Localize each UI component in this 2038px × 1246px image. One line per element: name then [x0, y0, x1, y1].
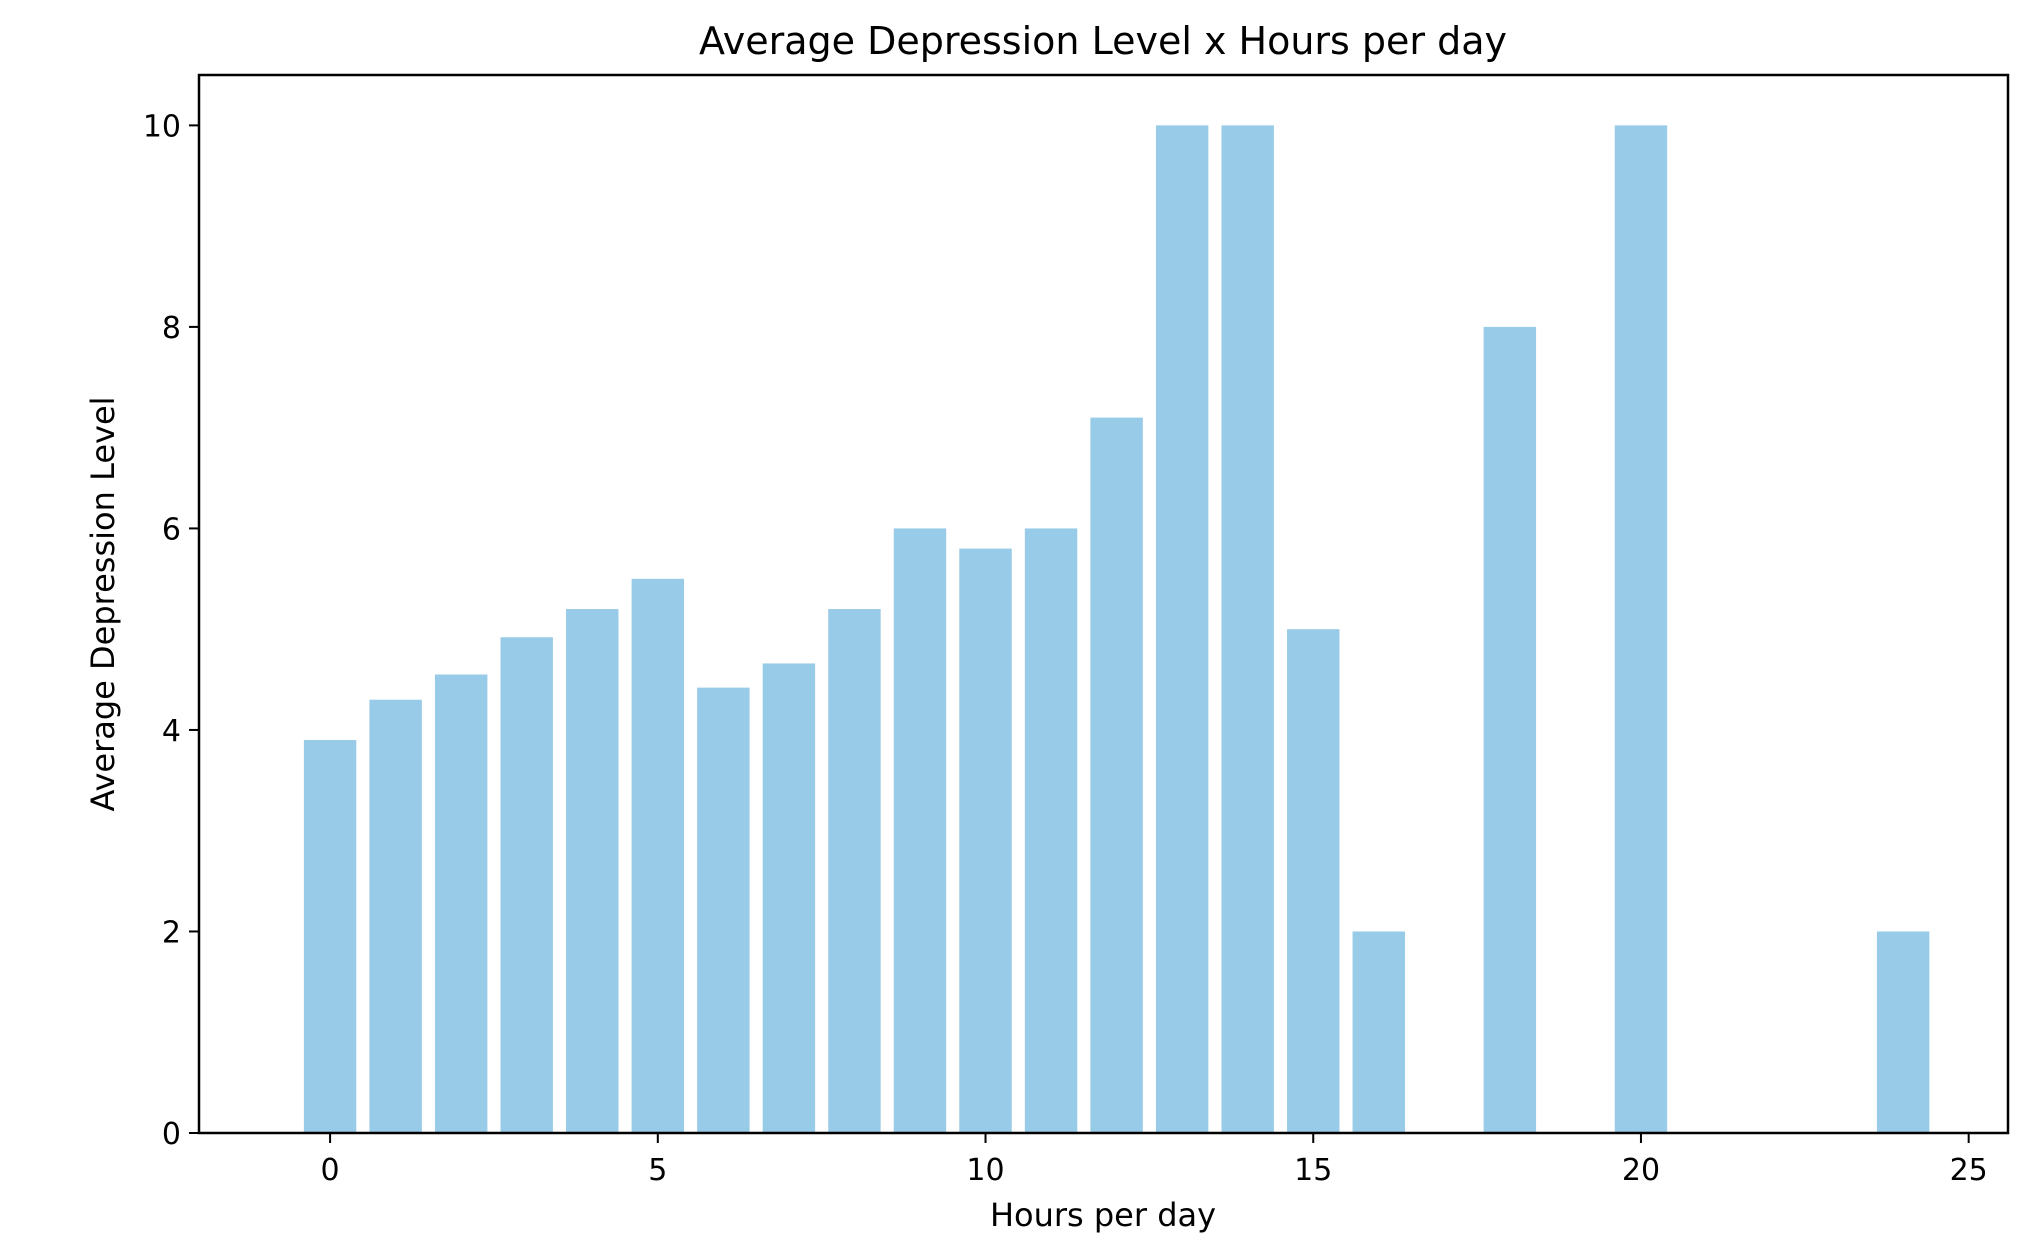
plot-frame [197, 73, 2010, 1135]
bar-20 [1614, 125, 1668, 1133]
bar-18 [1483, 326, 1537, 1133]
x-axis-label: Hours per day [990, 1196, 1216, 1234]
bar-9 [893, 528, 947, 1133]
bar-16 [1352, 931, 1405, 1133]
bar-1 [369, 699, 422, 1133]
bar-15 [1287, 629, 1340, 1133]
x-axis-ticks: 0 5 10 15 20 25 [321, 1133, 1988, 1188]
y-tick-label: 2 [162, 915, 181, 950]
bar-8 [828, 609, 881, 1133]
bar-14 [1221, 125, 1274, 1133]
bar-12 [1090, 417, 1143, 1134]
x-tick-label: 0 [321, 1153, 340, 1188]
bars-group [303, 125, 1930, 1134]
chart-title: Average Depression Level x Hours per day [699, 19, 1507, 63]
y-tick-label: 8 [162, 311, 181, 346]
bar-11 [1024, 528, 1078, 1133]
y-axis-label: Average Depression Level [84, 396, 122, 811]
bar-5 [631, 578, 685, 1133]
x-tick-label: 10 [966, 1153, 1004, 1188]
y-tick-label: 6 [162, 512, 181, 547]
y-tick-label: 10 [143, 109, 181, 144]
x-tick-label: 25 [1950, 1153, 1988, 1188]
x-tick-label: 20 [1622, 1153, 1660, 1188]
y-tick-label: 0 [162, 1117, 181, 1152]
bar-0 [303, 740, 357, 1133]
x-tick-label: 5 [648, 1153, 667, 1188]
bar-13 [1155, 125, 1209, 1133]
bar-24 [1876, 931, 1930, 1133]
x-tick-label: 15 [1294, 1153, 1332, 1188]
bar-6 [697, 687, 750, 1133]
bar-10 [959, 548, 1012, 1133]
y-axis-ticks: 0 2 4 6 8 10 [143, 109, 199, 1152]
bar-2 [434, 674, 488, 1133]
bar-7 [762, 663, 816, 1133]
y-tick-label: 4 [162, 714, 181, 749]
bar-3 [500, 637, 553, 1133]
bar-4 [566, 609, 619, 1133]
